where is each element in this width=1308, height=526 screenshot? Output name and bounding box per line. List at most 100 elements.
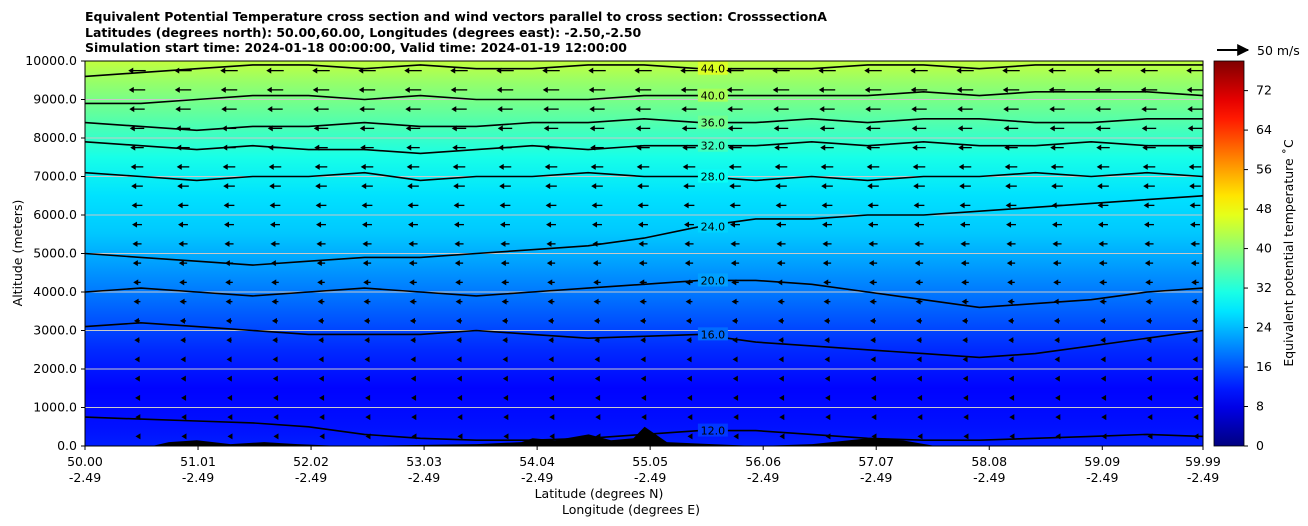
wind-vector bbox=[779, 433, 785, 440]
wind-vector bbox=[268, 163, 282, 170]
wind-vector bbox=[1009, 394, 1015, 401]
wind-vector bbox=[640, 356, 646, 363]
wind-vector bbox=[867, 202, 879, 209]
wind-vector bbox=[871, 414, 877, 421]
wind-vector bbox=[916, 375, 922, 382]
wind-vector bbox=[956, 67, 974, 74]
wind-vector bbox=[959, 202, 971, 209]
contour-label-bg bbox=[697, 169, 728, 183]
wind-vector bbox=[727, 106, 743, 113]
x-tick-label-lat: 58.08 bbox=[971, 454, 1007, 469]
terrain bbox=[85, 426, 1203, 446]
wind-vector bbox=[179, 279, 187, 286]
wind-vector bbox=[227, 433, 233, 440]
wind-vector bbox=[179, 317, 187, 324]
wind-vector bbox=[364, 356, 370, 363]
wind-vector bbox=[869, 279, 877, 286]
wind-vector bbox=[411, 414, 417, 421]
wind-vector bbox=[548, 356, 554, 363]
wind-vector bbox=[177, 202, 189, 209]
wind-vector bbox=[727, 125, 743, 132]
contour-label: 44.0 bbox=[701, 63, 726, 76]
wind-vector bbox=[1003, 106, 1019, 113]
wind-vector bbox=[822, 240, 832, 247]
contour-label: 28.0 bbox=[701, 171, 726, 184]
y-tick-label: 7000.0 bbox=[33, 169, 77, 184]
wind-vector bbox=[732, 337, 738, 344]
wind-vector bbox=[543, 106, 559, 113]
wind-vector bbox=[501, 298, 509, 305]
wind-vector bbox=[732, 375, 738, 382]
wind-vector bbox=[912, 144, 926, 151]
wind-vector bbox=[639, 298, 647, 305]
wind-vector bbox=[818, 86, 836, 93]
wind-vector bbox=[499, 183, 511, 190]
wind-vector bbox=[1049, 125, 1065, 132]
wind-vector bbox=[595, 394, 601, 401]
wind-vector bbox=[681, 106, 697, 113]
wind-vector bbox=[963, 433, 969, 440]
wind-vector bbox=[915, 298, 923, 305]
wind-vector bbox=[913, 202, 925, 209]
wind-vector bbox=[502, 337, 508, 344]
wind-vector bbox=[450, 67, 468, 74]
wind-vector bbox=[773, 125, 789, 132]
wind-vector bbox=[409, 317, 417, 324]
wind-vector bbox=[405, 125, 421, 132]
wind-vector bbox=[635, 106, 651, 113]
wind-vector bbox=[503, 433, 509, 440]
wind-vector bbox=[1190, 260, 1200, 267]
wind-vector bbox=[314, 144, 328, 151]
wind-vector bbox=[867, 183, 879, 190]
wind-vector bbox=[271, 317, 279, 324]
x-tick-label-lat: 50.00 bbox=[67, 454, 103, 469]
wind-vector bbox=[636, 163, 650, 170]
wind-vector bbox=[962, 356, 968, 363]
wind-vector bbox=[731, 279, 739, 286]
y-axis: 0.0 1000.0 2000.0 3000.0 4000.0 5000.0 6000.0 7… bbox=[25, 53, 85, 453]
x-tick-label-lon: -2.49 bbox=[1187, 470, 1219, 485]
wind-vector bbox=[868, 260, 878, 267]
wind-vector bbox=[178, 240, 188, 247]
wind-vector bbox=[1005, 202, 1017, 209]
wind-vector bbox=[1146, 356, 1152, 363]
wind-vector bbox=[588, 67, 606, 74]
wind-vector bbox=[453, 202, 465, 209]
wind-vector bbox=[1101, 414, 1107, 421]
wind-vector bbox=[1188, 144, 1202, 151]
wind-vector bbox=[180, 337, 186, 344]
wind-vector bbox=[914, 240, 924, 247]
colorbar-label: Equivalent potential temperature ˚C bbox=[1281, 139, 1296, 367]
wind-vector bbox=[135, 414, 141, 421]
wind-vector bbox=[775, 183, 787, 190]
wind-vector bbox=[220, 67, 238, 74]
wind-vector bbox=[960, 221, 970, 228]
wind-vector bbox=[866, 144, 880, 151]
wind-vector bbox=[730, 221, 740, 228]
wind-vector bbox=[365, 433, 371, 440]
wind-vector bbox=[779, 414, 785, 421]
wind-vector bbox=[502, 356, 508, 363]
wind-vector bbox=[595, 414, 601, 421]
wind-vector bbox=[730, 260, 740, 267]
wind-vector bbox=[1006, 221, 1016, 228]
wind-vector bbox=[1002, 67, 1020, 74]
wind-vector bbox=[1146, 375, 1152, 382]
wind-vector bbox=[871, 433, 877, 440]
wind-vector bbox=[1054, 337, 1060, 344]
wind-vector bbox=[686, 375, 692, 382]
wind-vector bbox=[272, 375, 278, 382]
contour-label: 36.0 bbox=[701, 117, 726, 130]
wind-vector bbox=[1002, 86, 1020, 93]
contour-label: 12.0 bbox=[701, 425, 726, 438]
wind-vector bbox=[825, 394, 831, 401]
wind-vector bbox=[174, 86, 192, 93]
colorbar: 0 8 16 24 32 40 48 56 64 72 Equivalent potential … bbox=[1213, 60, 1296, 453]
wind-vector bbox=[1140, 86, 1158, 93]
wind-vector bbox=[590, 163, 604, 170]
wind-vector bbox=[1189, 183, 1201, 190]
wind-vector bbox=[726, 67, 744, 74]
wind-vector bbox=[772, 86, 790, 93]
wind-vector bbox=[823, 279, 831, 286]
wind-vector bbox=[822, 260, 832, 267]
